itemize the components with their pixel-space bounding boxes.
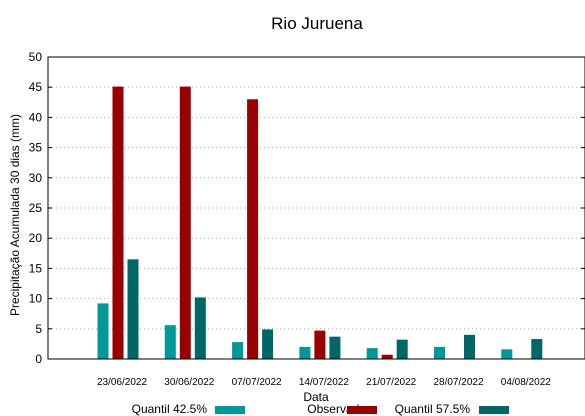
y-tick-label: 35: [29, 141, 43, 155]
x-tick-label: 07/07/2022: [232, 377, 282, 388]
x-tick-label: 23/06/2022: [97, 377, 147, 388]
x-tick-label: 21/07/2022: [366, 377, 416, 388]
x-axis-label: Data: [303, 390, 329, 404]
y-tick-label: 5: [35, 322, 42, 336]
y-tick-label: 40: [29, 110, 43, 124]
bars-group: [97, 86, 543, 359]
bar-quantil-57-5--4: [396, 339, 408, 359]
bar-quantil-42-5--2: [232, 342, 244, 359]
legend-label: Quantil 42.5%: [132, 402, 208, 416]
y-tick-label: 25: [29, 201, 43, 215]
y-tick-label: 45: [29, 80, 43, 94]
bar-quantil-42-5--4: [366, 348, 378, 359]
bar-observado-1: [179, 86, 191, 359]
bar-observado-2: [247, 99, 259, 359]
grid-lines: [48, 86, 585, 330]
chart-title: Rio Juruena: [271, 14, 363, 33]
legend: Quantil 42.5% Observado Quantil 57.5%: [132, 402, 509, 416]
y-tick-label: 0: [35, 352, 42, 366]
bar-quantil-57-5--1: [194, 297, 206, 359]
bar-quantil-42-5--6: [501, 349, 513, 359]
bar-quantil-42-5--5: [434, 346, 445, 359]
bar-observado-3: [314, 330, 326, 359]
y-tick-label: 10: [29, 292, 43, 306]
y-tick-label: 50: [29, 50, 43, 64]
bar-observado-0: [112, 86, 124, 359]
y-axis-ticks: 0 5 10 15 20 25 30 35 40 45 50: [29, 50, 585, 366]
x-tick-label: 30/06/2022: [164, 377, 214, 388]
legend-swatch: [479, 406, 509, 414]
legend-swatch: [215, 406, 245, 414]
bar-observado-4: [381, 354, 393, 359]
bar-quantil-57-5--5: [464, 334, 475, 359]
bar-quantil-57-5--3: [329, 336, 341, 359]
x-tick-label: 28/07/2022: [433, 377, 483, 388]
y-tick-label: 30: [29, 171, 43, 185]
x-tick-label: 14/07/2022: [299, 377, 349, 388]
bar-quantil-42-5--3: [299, 346, 311, 359]
bar-quantil-42-5--0: [97, 303, 109, 359]
bar-quantil-57-5--0: [127, 259, 139, 359]
legend-swatch: [347, 406, 377, 414]
bar-quantil-42-5--1: [164, 325, 176, 359]
bar-quantil-57-5--2: [262, 329, 274, 359]
y-tick-label: 20: [29, 231, 43, 245]
legend-label: Quantil 57.5%: [395, 402, 471, 416]
y-tick-label: 15: [29, 261, 43, 275]
bar-quantil-57-5--6: [531, 339, 543, 359]
x-tick-label: 04/08/2022: [501, 377, 551, 388]
y-axis-label: Precipitação Acumulada 30 dias (mm): [8, 114, 22, 316]
x-axis-ticks: 23/06/2022 30/06/2022 07/07/2022 14/07/2022…: [97, 377, 551, 388]
